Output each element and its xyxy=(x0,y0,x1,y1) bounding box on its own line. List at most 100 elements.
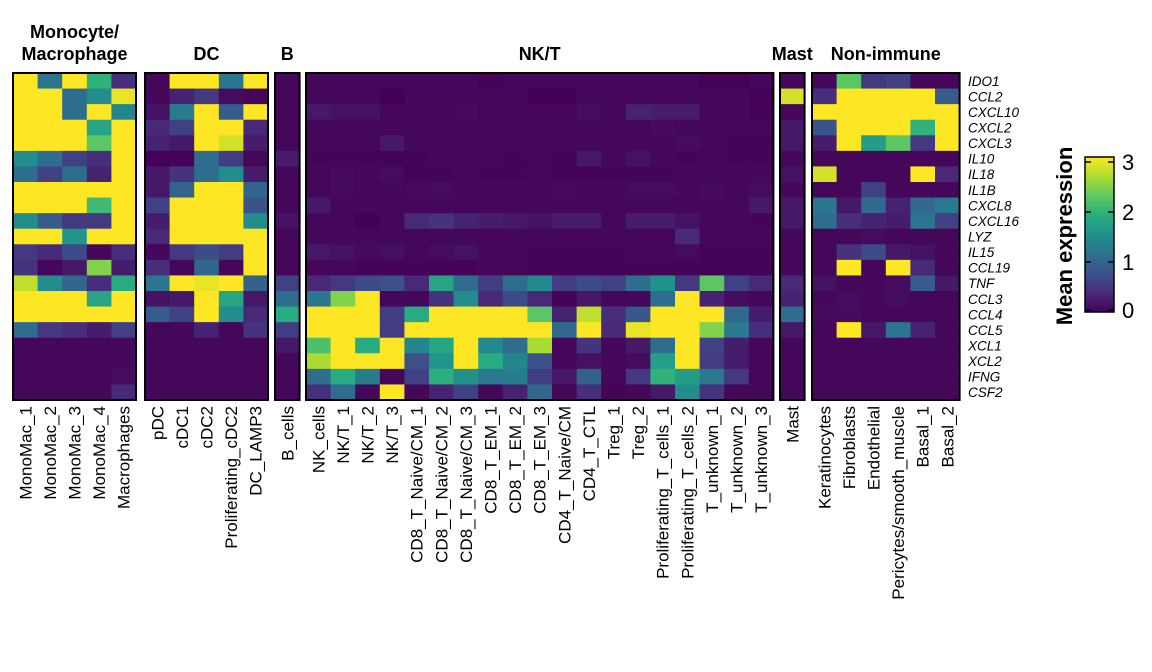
heatmap-cell xyxy=(218,275,244,292)
legend-title: Mean expression xyxy=(1052,147,1077,326)
heatmap-cell xyxy=(330,213,356,230)
heatmap-cell xyxy=(836,182,862,198)
heatmap-cell xyxy=(836,259,862,276)
heatmap-cell xyxy=(478,291,504,307)
heatmap-cell xyxy=(625,166,651,183)
heatmap-cell xyxy=(243,244,269,261)
heatmap-cell xyxy=(355,166,381,183)
gene-label: CXCL10 xyxy=(968,105,1020,120)
heatmap-cell xyxy=(910,88,936,105)
heatmap-cell xyxy=(625,150,651,167)
heatmap-cell xyxy=(404,244,430,261)
heatmap-cell xyxy=(861,213,887,230)
heatmap-cell xyxy=(699,88,725,105)
heatmap-cell xyxy=(576,166,602,183)
heatmap-cell xyxy=(404,291,430,307)
heatmap-cell xyxy=(748,275,774,292)
heatmap-cell xyxy=(330,259,356,276)
heatmap-cell xyxy=(812,291,837,307)
heatmap-cell xyxy=(780,135,805,152)
heatmap-cell xyxy=(885,337,911,354)
heatmap-cell xyxy=(935,368,960,385)
heatmap-cell xyxy=(552,291,577,307)
heatmap-cell xyxy=(699,228,725,245)
heatmap-cell xyxy=(861,182,887,198)
heatmap-cell xyxy=(243,213,269,230)
heatmap-cell xyxy=(625,353,651,370)
group-title: NK/T xyxy=(519,44,561,64)
heatmap-cell xyxy=(330,306,356,323)
gene-label: CCL5 xyxy=(968,323,1003,338)
heatmap-cell xyxy=(478,135,504,152)
heatmap-cell xyxy=(37,337,63,354)
heatmap-cell xyxy=(812,228,837,245)
heatmap-cell xyxy=(169,353,195,370)
heatmap-cell xyxy=(601,88,627,105)
heatmap-cell xyxy=(275,150,300,167)
heatmap-cell xyxy=(552,275,577,292)
heatmap-cell xyxy=(145,135,170,152)
heatmap-cell xyxy=(812,244,837,261)
heatmap-cell xyxy=(453,135,479,152)
heatmap-cell xyxy=(429,337,454,354)
heatmap-cell xyxy=(699,213,725,230)
heatmap-cell xyxy=(527,322,553,339)
heatmap-cell xyxy=(675,353,700,370)
heatmap-cell xyxy=(836,384,862,401)
heatmap-cell xyxy=(527,73,553,89)
heatmap-cell xyxy=(453,166,479,183)
heatmap-cell xyxy=(576,213,602,230)
heatmap-cell xyxy=(552,322,577,339)
heatmap-cell xyxy=(169,135,195,152)
heatmap-cell xyxy=(625,368,651,385)
heatmap-cell xyxy=(111,337,137,354)
heatmap-cell xyxy=(601,150,627,167)
heatmap-cell xyxy=(194,368,220,385)
heatmap-cell xyxy=(404,275,430,292)
heatmap-cell xyxy=(724,306,750,323)
gene-label: CSF2 xyxy=(968,385,1003,400)
heatmap-cell xyxy=(145,73,170,89)
heatmap-cell xyxy=(86,275,112,292)
heatmap-cell xyxy=(243,119,269,136)
heatmap-cell xyxy=(910,353,936,370)
heatmap-cell xyxy=(243,104,269,121)
heatmap-cell xyxy=(218,104,244,121)
heatmap-cell xyxy=(243,291,269,307)
heatmap-cell xyxy=(429,306,454,323)
heatmap-cell xyxy=(13,275,38,292)
colorbar-ticks: 0 1 2 3 xyxy=(1085,150,1134,323)
heatmap-cell xyxy=(13,322,38,339)
heatmap-cell xyxy=(748,104,774,121)
heatmap-cell xyxy=(675,306,700,323)
heatmap-cell xyxy=(330,322,356,339)
heatmap-cell xyxy=(861,73,887,89)
heatmap-cell xyxy=(404,88,430,105)
heatmap-cell xyxy=(527,182,553,198)
heatmap-cell xyxy=(275,275,300,292)
heatmap-cell xyxy=(748,150,774,167)
heatmap-cell xyxy=(169,73,195,89)
heatmap-cell xyxy=(836,306,862,323)
gene-label: IL15 xyxy=(968,245,995,260)
heatmap-cell xyxy=(675,166,700,183)
heatmap-cell xyxy=(780,197,805,214)
heatmap-cell xyxy=(812,150,837,167)
heatmap-cell xyxy=(861,197,887,214)
heatmap-cell xyxy=(699,322,725,339)
color-legend: 0 1 2 3 Mean expression xyxy=(1052,147,1134,326)
heatmap-cell xyxy=(13,88,38,105)
heatmap-cell xyxy=(62,291,88,307)
heatmap-cell xyxy=(527,228,553,245)
heatmap-cell xyxy=(169,182,195,198)
heatmap-cell xyxy=(478,322,504,339)
heatmap-cell xyxy=(699,182,725,198)
heatmap-cell xyxy=(552,150,577,167)
column-label: CD8_T_EM_1 xyxy=(482,406,501,514)
heatmap-cell xyxy=(780,368,805,385)
panel-dc: DC pDC cDC1 cDC2 Proliferating_cDC2 DC_LAMP3 xyxy=(144,44,269,549)
heatmap-cell xyxy=(724,275,750,292)
heatmap-cell xyxy=(478,228,504,245)
heatmap-cell xyxy=(885,228,911,245)
heatmap-cell xyxy=(145,244,170,261)
